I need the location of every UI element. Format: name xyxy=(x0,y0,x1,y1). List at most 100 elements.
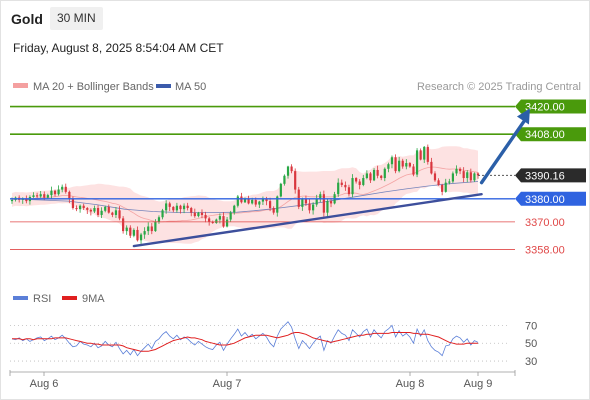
level-pivot: 3380.00 xyxy=(10,191,586,206)
candle-body xyxy=(419,150,422,160)
candle xyxy=(86,207,89,214)
candle-body xyxy=(441,184,444,192)
candle xyxy=(186,202,189,211)
candle-body xyxy=(236,196,239,206)
rsi-ma-legend-swatch xyxy=(62,296,77,300)
candle-body xyxy=(476,173,480,176)
projection-arrow-shaft xyxy=(479,116,528,185)
candle xyxy=(290,164,293,174)
x-tick-label: Aug 6 xyxy=(30,378,59,390)
timeframe-badge[interactable]: 30 MIN xyxy=(50,7,103,30)
candle-body xyxy=(433,173,437,181)
candle xyxy=(132,228,135,238)
projection-arrow-head xyxy=(516,108,530,125)
candle-body xyxy=(89,209,92,212)
candle xyxy=(326,198,329,217)
candle xyxy=(473,172,476,182)
level-label: 3408.00 xyxy=(525,129,565,141)
candle xyxy=(376,165,379,179)
candle xyxy=(50,186,53,200)
candle-body xyxy=(312,204,315,211)
candle xyxy=(451,171,455,184)
candle-body xyxy=(451,173,455,182)
candle xyxy=(75,205,78,212)
candle-body xyxy=(380,175,383,179)
candle xyxy=(362,174,365,187)
candle-body xyxy=(147,226,150,232)
candle-body xyxy=(122,218,125,232)
candle-body xyxy=(229,212,232,220)
candle-body xyxy=(129,227,132,236)
candle xyxy=(190,206,193,217)
candle-body xyxy=(430,161,433,174)
candle xyxy=(419,148,422,161)
candle-body xyxy=(107,206,110,213)
candle xyxy=(233,204,236,215)
chart-datetime: Friday, August 8, 2025 8:54:04 AM CET xyxy=(13,41,224,55)
candle-body xyxy=(390,157,394,165)
level-current: 3390.16 xyxy=(478,168,586,183)
candle xyxy=(279,182,282,198)
candle xyxy=(315,194,318,207)
candle xyxy=(139,232,143,244)
candle-body xyxy=(190,208,193,213)
candle-body xyxy=(125,227,128,232)
candle xyxy=(387,162,390,173)
candle-body xyxy=(208,218,211,222)
candle-body xyxy=(304,198,308,204)
candle xyxy=(261,196,265,205)
candle xyxy=(96,205,100,218)
rsi-legend: RSI 9MA xyxy=(13,293,105,305)
candle xyxy=(161,208,164,220)
rsi-ma-legend-label: 9MA xyxy=(82,293,105,305)
candle xyxy=(39,191,42,198)
candle xyxy=(304,195,308,206)
candle-body xyxy=(469,172,472,181)
candle xyxy=(390,155,394,169)
candle-body xyxy=(261,198,265,202)
candle xyxy=(365,170,368,180)
candle-body xyxy=(401,160,404,167)
price-legend: MA 20 + Bollinger Bands MA 50 Research ©… xyxy=(13,81,581,93)
candle-body xyxy=(290,166,293,172)
candle-body xyxy=(218,216,222,220)
candle-body xyxy=(351,178,354,195)
candle-body xyxy=(86,208,89,210)
candle xyxy=(157,215,161,224)
candle xyxy=(150,223,153,235)
candle-body xyxy=(412,166,415,175)
candle xyxy=(430,157,433,175)
candle-body xyxy=(118,210,121,219)
candle-body xyxy=(82,205,85,209)
candle xyxy=(89,208,92,216)
candle xyxy=(462,167,465,183)
candle xyxy=(53,189,57,197)
candle xyxy=(401,158,404,169)
candle-body xyxy=(168,203,171,207)
level-label: 3380.00 xyxy=(525,194,565,206)
candle-body xyxy=(344,184,347,188)
rsi-plot-area: 70 50 30 xyxy=(10,320,537,368)
candle xyxy=(426,144,429,165)
candle xyxy=(383,167,386,182)
credit-text: Research © 2025 Trading Central xyxy=(417,81,581,93)
candle xyxy=(319,191,322,203)
candle xyxy=(351,174,354,198)
level-label-box xyxy=(515,191,586,206)
candle-body xyxy=(179,205,182,210)
candle xyxy=(408,162,411,168)
candle-body xyxy=(247,198,250,204)
candle xyxy=(61,184,64,193)
candle xyxy=(172,206,175,213)
candle xyxy=(372,168,376,182)
candle-body xyxy=(394,157,397,172)
candle-body xyxy=(139,234,143,241)
candle xyxy=(441,183,444,196)
candle xyxy=(125,225,128,235)
candle-body xyxy=(308,203,311,211)
candle-body xyxy=(315,198,318,205)
candle-body xyxy=(57,189,60,195)
candle xyxy=(82,203,85,211)
candle xyxy=(466,170,469,183)
